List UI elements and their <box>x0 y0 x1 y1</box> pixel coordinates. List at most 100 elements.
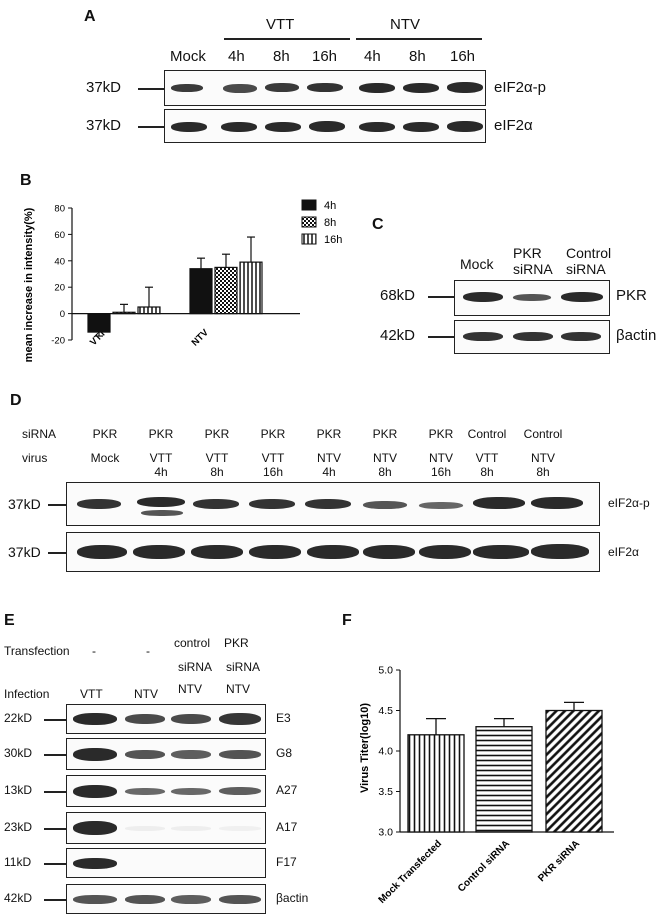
band <box>219 894 261 904</box>
band <box>171 894 211 904</box>
group-line-ntv <box>356 38 482 40</box>
y-tick-label: 60 <box>54 230 65 241</box>
band <box>447 82 483 93</box>
blot-E3 <box>66 704 266 734</box>
mw-marker: 37kD <box>86 79 122 96</box>
y-tick-label: 4.0 <box>378 746 393 758</box>
band <box>223 84 257 93</box>
lane-time: 16h <box>430 465 452 479</box>
lane-time: 8h <box>378 465 392 479</box>
protein-label: G8 <box>276 746 293 760</box>
band <box>73 747 117 761</box>
mw-marker: 68kD <box>380 287 416 304</box>
protein-label: eIF2α-p <box>494 79 547 96</box>
bar-16h-NTV <box>239 261 263 315</box>
lane-sirna: PKR <box>92 427 118 441</box>
band <box>513 332 553 341</box>
lane-virus: NTV <box>531 451 555 465</box>
band <box>305 499 351 509</box>
bar-16h-VTT <box>137 306 161 315</box>
mw-marker: 42kD <box>380 327 416 344</box>
mw-marker: 37kD <box>8 496 41 512</box>
y-tick-label: 80 <box>54 204 65 215</box>
blot-G8 <box>66 738 266 770</box>
mw-marker: 37kD <box>86 117 122 134</box>
band <box>133 545 185 559</box>
y-tick-label: 5.0 <box>378 665 393 677</box>
band <box>171 787 211 795</box>
protein-label: A17 <box>276 820 298 834</box>
mw-marker: 30kD <box>4 746 33 760</box>
lane-sirna: PKR <box>260 427 286 441</box>
bar-Mock Transfected <box>407 734 465 833</box>
lane-label: siRNA <box>178 660 213 674</box>
mw-tick <box>44 791 66 793</box>
lane-virus: NTV <box>429 451 453 465</box>
x-tick-label: Mock Transfected <box>377 838 445 906</box>
lane-virus: NTV <box>317 451 341 465</box>
mw-tick <box>138 88 164 90</box>
band <box>191 545 243 559</box>
legend-swatch <box>301 216 317 228</box>
band <box>219 713 261 725</box>
row-title-sirna: siRNA <box>22 427 57 441</box>
lane-label: Control <box>566 245 612 261</box>
band <box>73 821 117 835</box>
mw-tick <box>428 296 454 298</box>
band <box>265 83 299 92</box>
mw-tick <box>44 754 66 756</box>
mw-marker: 11kD <box>4 855 32 869</box>
chart-b: mean increase in intensity(%) -20 0 20 40 60… <box>23 199 342 362</box>
legend-label: 16h <box>324 234 342 246</box>
group-label-vtt: VTT <box>266 16 295 33</box>
bar-8h-NTV <box>214 266 238 315</box>
bar-Control siRNA <box>475 726 533 833</box>
blot-d-eif2a <box>66 532 600 572</box>
bar-PKR siRNA <box>545 709 603 833</box>
bar-4h-VTT <box>87 312 111 333</box>
lane-time: 4h <box>322 465 336 479</box>
lane-time: 8h <box>536 465 550 479</box>
y-tick-label: 3.5 <box>378 786 393 798</box>
legend-label: 8h <box>324 217 336 229</box>
band <box>359 122 395 132</box>
y-tick-label: 40 <box>54 256 65 267</box>
blot-pkr <box>454 280 610 316</box>
lane-virus: VTT <box>475 451 499 465</box>
lane-time: 8h <box>480 465 494 479</box>
y-tick-label: 3.0 <box>378 827 393 839</box>
band <box>141 510 183 516</box>
chart-b-legend: 4h 8h 16h <box>301 199 342 246</box>
mw-marker: 22kD <box>4 711 33 725</box>
band <box>447 121 483 132</box>
lane-sirna: PKR <box>204 427 230 441</box>
band <box>513 294 551 301</box>
y-tick-label: -20 <box>51 336 65 347</box>
lane-label: siRNA <box>226 660 261 674</box>
band <box>219 825 261 831</box>
panel-letter-c: C <box>372 216 384 233</box>
row-title-transfection: Transfection <box>4 644 70 658</box>
band <box>531 544 589 559</box>
band <box>363 501 407 509</box>
lane-label: siRNA <box>566 261 606 277</box>
blot-bactin <box>454 320 610 354</box>
band <box>171 749 211 759</box>
lane-label: PKR <box>224 636 249 650</box>
panel-letter-e: E <box>4 612 15 629</box>
y-tick-label: 20 <box>54 283 65 294</box>
lane-label: PKR <box>513 245 542 261</box>
band <box>531 497 583 509</box>
lane-virus: VTT <box>205 451 229 465</box>
lane-label: NTV <box>226 682 250 696</box>
lane-sirna: PKR <box>372 427 398 441</box>
lane-sirna: PKR <box>316 427 342 441</box>
chart-f: Virus Titer(log10) 3.0 3.5 4.0 4.5 5.0 Mock T… <box>359 665 614 906</box>
band <box>219 749 261 759</box>
legend-swatch <box>301 233 317 245</box>
band <box>473 497 525 509</box>
lane-virus: VTT <box>261 451 285 465</box>
blot-A27 <box>66 775 266 807</box>
group-line-vtt <box>224 38 350 40</box>
panel-letter-b: B <box>20 172 32 189</box>
